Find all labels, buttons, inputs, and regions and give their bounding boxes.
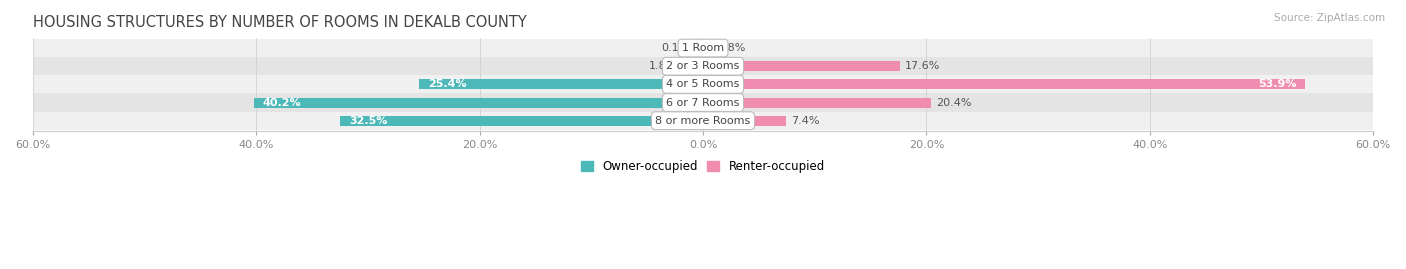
Bar (32, 39, 1374, 57)
Bar (32, 112, 1374, 130)
Bar (683, 61, 703, 71)
Bar (703, 116, 786, 126)
Bar (703, 79, 1305, 89)
Text: 8 or more Rooms: 8 or more Rooms (655, 116, 751, 126)
Text: Source: ZipAtlas.com: Source: ZipAtlas.com (1274, 13, 1385, 23)
Text: 20.4%: 20.4% (936, 98, 972, 108)
Text: 1.8%: 1.8% (650, 61, 678, 71)
Bar (254, 98, 703, 108)
Bar (32, 93, 1374, 112)
Bar (703, 98, 931, 108)
Bar (703, 61, 900, 71)
Text: 40.2%: 40.2% (263, 98, 301, 108)
Text: 7.4%: 7.4% (792, 116, 820, 126)
Text: 6 or 7 Rooms: 6 or 7 Rooms (666, 98, 740, 108)
Bar (419, 79, 703, 89)
Text: 1 Room: 1 Room (682, 43, 724, 53)
Text: 32.5%: 32.5% (349, 116, 387, 126)
Text: 4 or 5 Rooms: 4 or 5 Rooms (666, 79, 740, 89)
Text: 0.8%: 0.8% (717, 43, 747, 53)
Text: 25.4%: 25.4% (429, 79, 467, 89)
Legend: Owner-occupied, Renter-occupied: Owner-occupied, Renter-occupied (581, 160, 825, 173)
Text: 53.9%: 53.9% (1258, 79, 1296, 89)
Bar (340, 116, 703, 126)
Bar (32, 75, 1374, 93)
Text: HOUSING STRUCTURES BY NUMBER OF ROOMS IN DEKALB COUNTY: HOUSING STRUCTURES BY NUMBER OF ROOMS IN… (32, 15, 526, 30)
Text: 2 or 3 Rooms: 2 or 3 Rooms (666, 61, 740, 71)
Bar (703, 43, 711, 53)
Bar (32, 57, 1374, 75)
Text: 0.11%: 0.11% (661, 43, 696, 53)
Text: 17.6%: 17.6% (905, 61, 941, 71)
